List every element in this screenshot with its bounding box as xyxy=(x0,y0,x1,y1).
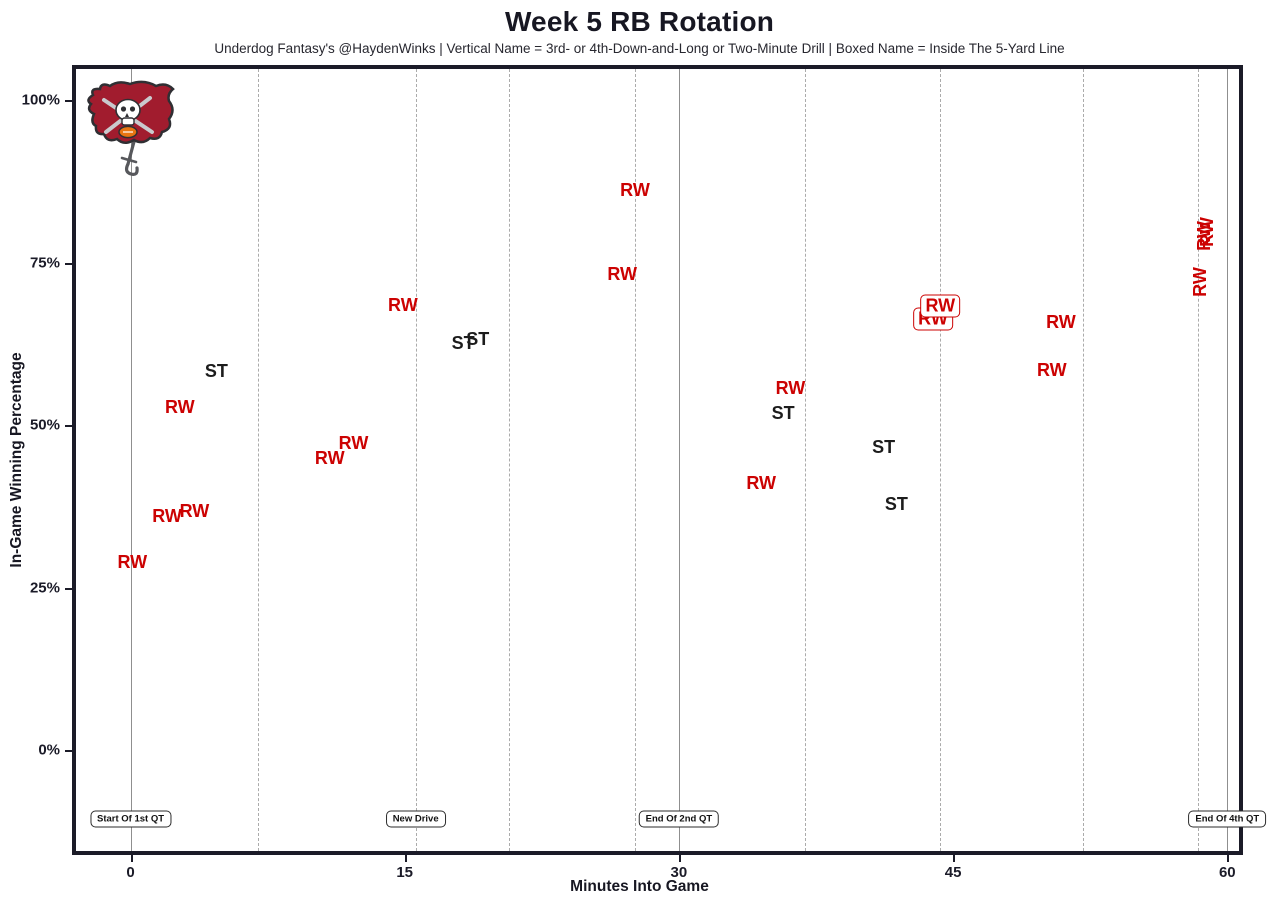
data-point-rw: RW xyxy=(314,447,345,468)
data-point-rw: RW xyxy=(165,397,195,418)
y-tick-mark xyxy=(65,750,72,752)
event-annotation: New Drive xyxy=(385,810,446,828)
event-line xyxy=(940,69,942,851)
x-tick-mark xyxy=(130,855,133,862)
x-tick-mark xyxy=(404,855,407,862)
y-tick-label: 25% xyxy=(29,579,60,596)
data-point-rw: RW xyxy=(152,506,182,526)
data-point-st: ST xyxy=(884,494,908,515)
data-point-rw: RW xyxy=(388,294,418,315)
x-tick-label: 0 xyxy=(126,864,135,881)
x-tick-label: 45 xyxy=(944,864,962,881)
data-point-rw: RW xyxy=(179,501,210,522)
x-tick-label: 30 xyxy=(670,864,688,881)
data-point-st: ST xyxy=(872,437,896,458)
x-tick-mark xyxy=(1227,855,1230,862)
event-line xyxy=(415,69,417,851)
data-point-st: ST xyxy=(451,333,475,354)
buccaneers-flag-logo xyxy=(87,80,175,176)
y-tick-label: 50% xyxy=(29,416,60,434)
data-point-rw: RW xyxy=(607,263,638,284)
data-point-rw: RW xyxy=(620,179,650,200)
x-tick-mark xyxy=(678,855,681,862)
data-point-rw: RW xyxy=(338,432,369,453)
data-point-rw-vertical: RW xyxy=(1197,217,1218,247)
event-line xyxy=(130,69,132,851)
data-point-rw: RW xyxy=(746,472,776,493)
x-tick-label: 15 xyxy=(396,864,414,881)
x-axis-title: Minutes Into Game xyxy=(570,878,709,895)
data-point-rw-boxed: RW xyxy=(920,294,961,318)
chart-title: Week 5 RB Rotation xyxy=(504,6,775,37)
event-line xyxy=(805,69,807,851)
event-annotation: End Of 4th QT xyxy=(1188,810,1267,828)
event-line xyxy=(1227,69,1229,851)
data-point-st: ST xyxy=(771,403,795,424)
event-line xyxy=(678,69,680,851)
event-line xyxy=(1082,69,1084,851)
y-tick-mark xyxy=(65,100,72,102)
data-point-rw-vertical: RW xyxy=(1189,267,1210,297)
data-point-rw: RW xyxy=(1046,311,1076,332)
event-line xyxy=(635,69,637,851)
y-tick-mark xyxy=(65,587,72,590)
x-tick-label: 60 xyxy=(1218,864,1236,881)
plot-panel: Start Of 1st QT New Drive End Of 2nd QT End… xyxy=(72,65,1267,855)
event-line xyxy=(1198,69,1200,851)
y-tick-label: 0% xyxy=(38,741,60,759)
y-tick-label: 75% xyxy=(29,254,60,271)
data-point-rw: RW xyxy=(1036,360,1067,381)
event-line xyxy=(508,69,510,851)
event-annotation: Start Of 1st QT xyxy=(89,810,172,828)
y-tick-mark xyxy=(65,425,72,427)
y-tick-label: 100% xyxy=(21,91,60,109)
y-axis-title: In-Game Winning Percentage xyxy=(8,352,25,568)
event-annotation: End Of 2nd QT xyxy=(638,810,720,828)
x-tick-mark xyxy=(953,855,956,862)
event-line xyxy=(258,69,260,851)
data-point-st: ST xyxy=(466,329,490,350)
data-point-rw: RW xyxy=(117,551,148,572)
data-point-rw: RW xyxy=(775,377,806,398)
chart-subtitle: Underdog Fantasy's @HaydenWinks | Vertic… xyxy=(214,41,1065,56)
y-tick-mark xyxy=(65,262,72,265)
data-point-st: ST xyxy=(204,361,228,382)
